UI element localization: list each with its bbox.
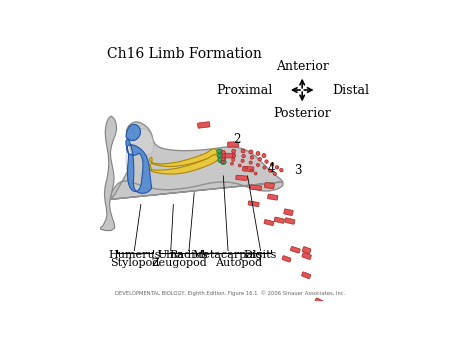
Ellipse shape bbox=[217, 149, 223, 154]
Ellipse shape bbox=[241, 159, 244, 162]
Ellipse shape bbox=[279, 168, 283, 172]
Text: Posterior: Posterior bbox=[273, 107, 331, 120]
Ellipse shape bbox=[218, 158, 224, 163]
Text: Ch16 Limb Formation: Ch16 Limb Formation bbox=[107, 47, 262, 61]
Ellipse shape bbox=[275, 166, 279, 169]
Ellipse shape bbox=[250, 169, 253, 172]
Text: Digits: Digits bbox=[244, 250, 277, 260]
Text: Anterior: Anterior bbox=[276, 60, 328, 73]
Ellipse shape bbox=[273, 172, 276, 175]
Ellipse shape bbox=[232, 154, 236, 157]
FancyBboxPatch shape bbox=[302, 272, 311, 279]
Ellipse shape bbox=[256, 163, 260, 167]
FancyBboxPatch shape bbox=[198, 122, 210, 128]
FancyBboxPatch shape bbox=[243, 166, 254, 172]
FancyBboxPatch shape bbox=[295, 306, 303, 313]
Polygon shape bbox=[126, 128, 154, 171]
Text: Radius: Radius bbox=[170, 250, 208, 260]
Text: Humerus: Humerus bbox=[108, 250, 161, 260]
FancyBboxPatch shape bbox=[302, 252, 311, 260]
Text: Distal: Distal bbox=[332, 83, 369, 97]
Text: 4: 4 bbox=[268, 162, 275, 175]
FancyBboxPatch shape bbox=[228, 142, 238, 147]
Ellipse shape bbox=[256, 151, 260, 155]
Ellipse shape bbox=[232, 149, 236, 153]
Polygon shape bbox=[111, 122, 283, 199]
FancyBboxPatch shape bbox=[311, 314, 320, 321]
Ellipse shape bbox=[221, 150, 225, 154]
Ellipse shape bbox=[242, 154, 245, 158]
Ellipse shape bbox=[238, 164, 241, 167]
Ellipse shape bbox=[269, 169, 272, 172]
Polygon shape bbox=[126, 124, 140, 141]
Polygon shape bbox=[149, 149, 218, 167]
Ellipse shape bbox=[249, 161, 252, 164]
Ellipse shape bbox=[221, 161, 224, 164]
FancyBboxPatch shape bbox=[236, 175, 248, 180]
Ellipse shape bbox=[258, 158, 261, 161]
Ellipse shape bbox=[220, 156, 226, 161]
Text: Autopod: Autopod bbox=[215, 258, 262, 268]
Ellipse shape bbox=[217, 154, 223, 159]
Polygon shape bbox=[126, 138, 152, 193]
Ellipse shape bbox=[265, 160, 268, 163]
Text: 2: 2 bbox=[234, 133, 241, 146]
Polygon shape bbox=[147, 154, 219, 174]
FancyBboxPatch shape bbox=[302, 247, 311, 254]
Ellipse shape bbox=[220, 151, 225, 156]
FancyBboxPatch shape bbox=[320, 330, 328, 337]
Text: Proximal: Proximal bbox=[216, 83, 272, 97]
FancyBboxPatch shape bbox=[274, 217, 284, 223]
FancyBboxPatch shape bbox=[290, 246, 300, 253]
FancyBboxPatch shape bbox=[265, 183, 274, 189]
Ellipse shape bbox=[232, 158, 235, 161]
Text: 3: 3 bbox=[295, 164, 302, 177]
Text: Zeugopod: Zeugopod bbox=[152, 258, 208, 268]
Ellipse shape bbox=[220, 160, 226, 165]
FancyBboxPatch shape bbox=[264, 220, 274, 225]
Ellipse shape bbox=[245, 166, 248, 169]
Text: Ulna: Ulna bbox=[158, 250, 184, 260]
Ellipse shape bbox=[270, 163, 274, 166]
FancyBboxPatch shape bbox=[223, 153, 235, 158]
Text: Stylopod: Stylopod bbox=[110, 258, 159, 268]
Ellipse shape bbox=[263, 166, 266, 169]
Ellipse shape bbox=[262, 153, 266, 158]
Text: Metacarpals: Metacarpals bbox=[193, 250, 263, 260]
Ellipse shape bbox=[241, 149, 245, 153]
Ellipse shape bbox=[254, 172, 257, 175]
Text: DEVELOPMENTAL BIOLOGY, Eighth Edition, Figure 16.1  © 2006 Sinauer Associates, I: DEVELOPMENTAL BIOLOGY, Eighth Edition, F… bbox=[116, 290, 346, 296]
FancyBboxPatch shape bbox=[282, 256, 291, 262]
Ellipse shape bbox=[250, 156, 254, 159]
Ellipse shape bbox=[222, 154, 225, 157]
FancyBboxPatch shape bbox=[285, 218, 295, 224]
FancyBboxPatch shape bbox=[284, 209, 293, 216]
Ellipse shape bbox=[222, 158, 225, 161]
Ellipse shape bbox=[249, 150, 253, 154]
FancyBboxPatch shape bbox=[268, 194, 278, 200]
FancyBboxPatch shape bbox=[248, 201, 259, 207]
FancyBboxPatch shape bbox=[315, 298, 324, 305]
Ellipse shape bbox=[230, 162, 234, 165]
Polygon shape bbox=[100, 116, 117, 231]
FancyBboxPatch shape bbox=[250, 185, 261, 190]
